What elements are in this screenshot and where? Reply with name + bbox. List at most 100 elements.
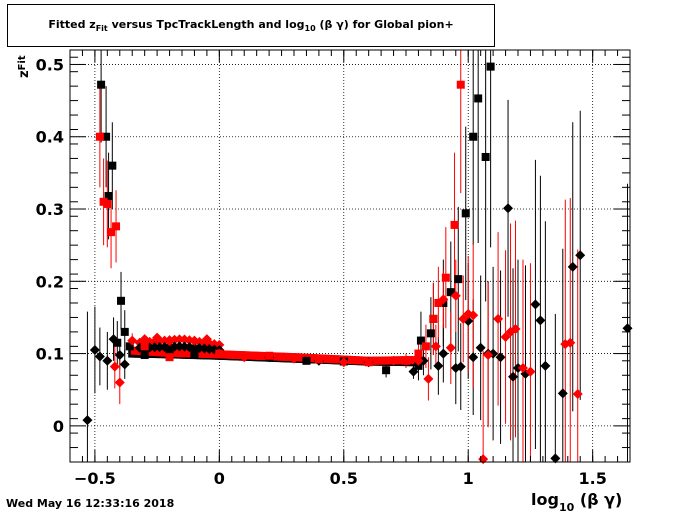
data-point-square bbox=[416, 336, 425, 345]
data-point-square bbox=[426, 329, 435, 338]
x-axis-label: log10 (β γ) bbox=[531, 490, 622, 514]
data-point-diamond bbox=[455, 361, 466, 372]
data-point-square bbox=[414, 349, 423, 358]
y-tick-label: 0.2 bbox=[36, 272, 64, 291]
data-markers bbox=[82, 62, 633, 465]
data-point-diamond bbox=[139, 334, 150, 345]
x-tick-label: 0 bbox=[214, 469, 225, 488]
y-tick-label: 0 bbox=[53, 417, 64, 436]
data-point-square bbox=[302, 356, 311, 365]
data-point-square bbox=[190, 351, 199, 360]
data-point-diamond bbox=[450, 290, 461, 301]
title-box: Fitted zFit versus TpcTrackLength and lo… bbox=[7, 4, 495, 47]
data-point-square bbox=[414, 361, 423, 370]
data-point-diamond bbox=[475, 342, 486, 353]
data-point-square bbox=[481, 152, 490, 161]
data-point-diamond bbox=[430, 341, 441, 352]
data-point-square bbox=[450, 220, 459, 229]
data-point-diamond bbox=[119, 359, 130, 370]
data-point-square bbox=[469, 132, 478, 141]
data-point-diamond bbox=[127, 335, 138, 346]
title-mid: versus TpcTrackLength and log bbox=[107, 18, 305, 31]
data-point-diamond bbox=[108, 334, 119, 345]
plot-frame bbox=[69, 49, 631, 463]
data-point-diamond bbox=[478, 454, 489, 465]
tick-labels: −0.5 0 0.5 1 1.5 0 0.1 0.2 0.3 0.4 0.5 bbox=[36, 55, 607, 488]
data-point-square bbox=[402, 356, 410, 365]
data-point-diamond bbox=[423, 373, 434, 384]
data-point-diamond bbox=[413, 355, 424, 366]
data-point-diamond bbox=[201, 334, 212, 345]
data-point-diamond bbox=[114, 350, 125, 361]
data-point-square bbox=[421, 342, 430, 351]
data-point-square bbox=[265, 351, 274, 360]
axis-ticks bbox=[69, 50, 630, 463]
y-axis-label: zFit bbox=[17, 55, 32, 78]
data-point-square bbox=[103, 199, 112, 208]
data-point-diamond bbox=[525, 366, 536, 377]
data-point-diamond bbox=[438, 294, 449, 305]
data-point-square bbox=[113, 338, 122, 347]
data-point-square bbox=[454, 275, 463, 284]
data-point-diamond bbox=[517, 363, 528, 374]
data-point-diamond bbox=[575, 250, 586, 261]
data-point-diamond bbox=[510, 324, 521, 335]
data-point-diamond bbox=[503, 203, 514, 214]
x-tick-label: −0.5 bbox=[74, 469, 116, 488]
data-point-square bbox=[104, 192, 113, 201]
grid-lines bbox=[70, 50, 630, 462]
y-tick-label: 0.4 bbox=[36, 128, 64, 147]
data-point-square bbox=[314, 355, 323, 364]
data-point-square bbox=[382, 366, 391, 375]
title-prefix-sub: Fit bbox=[95, 24, 108, 34]
data-point-square bbox=[165, 353, 174, 362]
y-tick-label: 0.3 bbox=[36, 200, 64, 219]
data-point-square bbox=[95, 132, 104, 141]
data-point-square bbox=[120, 327, 129, 336]
data-point-square bbox=[117, 296, 126, 305]
data-point-square bbox=[434, 298, 443, 307]
data-point-diamond bbox=[239, 352, 250, 363]
data-point-diamond bbox=[445, 342, 456, 353]
data-point-diamond bbox=[82, 415, 93, 426]
data-point-square bbox=[364, 358, 373, 367]
data-point-diamond bbox=[408, 366, 419, 377]
data-point-diamond bbox=[508, 371, 519, 382]
data-point-square bbox=[441, 273, 450, 282]
data-point-diamond bbox=[433, 360, 444, 371]
data-point-diamond bbox=[289, 353, 299, 364]
data-point-square bbox=[408, 356, 417, 365]
data-point-diamond bbox=[338, 357, 349, 368]
data-point-square bbox=[102, 132, 111, 141]
data-point-square bbox=[474, 94, 483, 103]
data-point-square bbox=[107, 228, 116, 237]
data-point-diamond bbox=[388, 355, 399, 366]
data-point-diamond bbox=[567, 261, 578, 272]
data-point-diamond bbox=[94, 351, 105, 362]
data-point-diamond bbox=[102, 355, 113, 366]
data-point-square bbox=[446, 288, 455, 297]
timestamp: Wed May 16 12:33:16 2018 bbox=[6, 497, 175, 510]
data-point-diamond bbox=[557, 388, 568, 399]
data-point-diamond bbox=[438, 348, 449, 359]
data-point-diamond bbox=[572, 389, 583, 400]
data-point-diamond bbox=[189, 335, 200, 346]
data-point-diamond bbox=[189, 344, 200, 355]
y-tick-label: 0.5 bbox=[36, 55, 64, 74]
data-point-diamond bbox=[535, 315, 546, 326]
data-point-diamond bbox=[468, 310, 479, 321]
data-point-square bbox=[140, 351, 149, 360]
data-point-diamond bbox=[468, 352, 479, 363]
data-point-diamond bbox=[114, 377, 125, 388]
title-suffix: (β γ) for Global pion+ bbox=[315, 18, 454, 31]
data-point-diamond bbox=[530, 299, 541, 310]
data-point-diamond bbox=[500, 331, 511, 342]
data-point-square bbox=[97, 80, 106, 89]
x-tick-label: 1.5 bbox=[578, 469, 606, 488]
data-point-diamond bbox=[152, 332, 163, 343]
data-point-diamond bbox=[493, 313, 504, 324]
data-point-square bbox=[486, 62, 495, 71]
data-point-diamond bbox=[565, 337, 576, 348]
title-prefix: Fitted z bbox=[48, 18, 96, 31]
